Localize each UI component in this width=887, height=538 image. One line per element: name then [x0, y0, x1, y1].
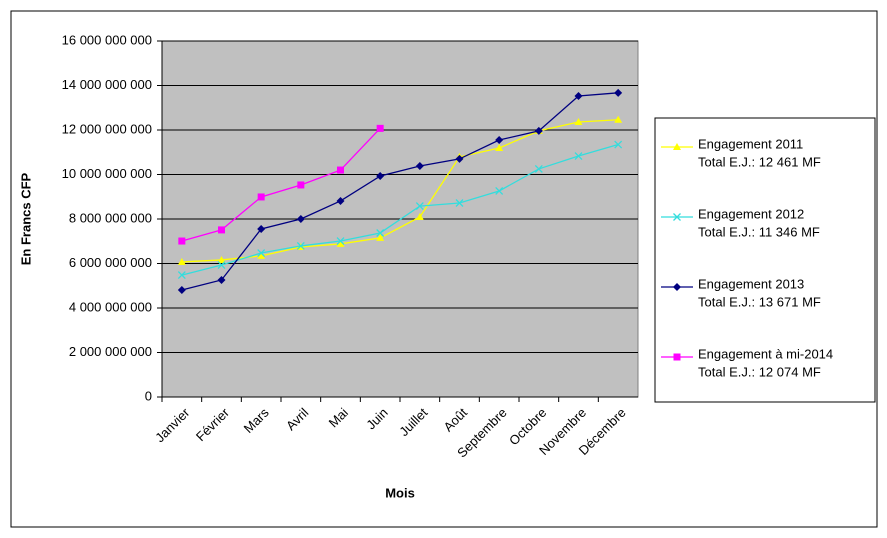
y-tick-label: 10 000 000 000: [62, 166, 152, 181]
marker: [177, 257, 186, 265]
y-tick-label: 16 000 000 000: [62, 32, 152, 47]
marker: [534, 126, 543, 135]
marker: [455, 199, 464, 207]
y-tick-label: 2 000 000 000: [69, 344, 152, 359]
legend-label: Engagement 2011: [698, 136, 803, 151]
x-axis-label: Mois: [385, 485, 415, 500]
marker: [673, 213, 681, 221]
marker: [495, 136, 504, 145]
marker: [415, 212, 424, 220]
legend-total: Total E.J.: 12 461 MF: [698, 154, 821, 169]
marker: [673, 143, 681, 150]
marker: [614, 140, 623, 149]
legend-total: Total E.J.: 12 074 MF: [698, 364, 821, 379]
marker: [257, 251, 266, 259]
series-line: [181, 143, 619, 276]
y-tick-label: 8 000 000 000: [69, 210, 152, 225]
marker: [217, 255, 226, 263]
marker: [534, 164, 543, 173]
marker: [336, 237, 345, 245]
marker: [376, 229, 385, 237]
marker: [257, 225, 266, 234]
marker: [673, 283, 681, 291]
marker: [178, 237, 186, 245]
marker: [415, 162, 424, 171]
marker: [257, 193, 265, 201]
marker: [495, 144, 504, 152]
marker: [337, 166, 344, 174]
series-line: [181, 119, 619, 263]
legend-total: Total E.J.: 13 671 MF: [698, 294, 821, 309]
marker: [376, 172, 385, 181]
marker: [495, 187, 504, 195]
legend-total: Total E.J.: 11 346 MF: [698, 224, 820, 239]
marker: [336, 196, 345, 205]
legend-label: Engagement à mi-2014: [698, 346, 833, 361]
y-tick-label: 14 000 000 000: [62, 77, 152, 92]
marker: [177, 271, 186, 280]
marker: [218, 226, 225, 234]
marker: [336, 239, 345, 247]
marker: [217, 275, 226, 284]
y-tick-label: 6 000 000 000: [69, 255, 152, 270]
series-line: [181, 127, 381, 242]
marker: [673, 353, 681, 361]
marker: [217, 261, 226, 270]
marker: [297, 181, 305, 189]
marker: [614, 88, 623, 97]
marker: [574, 117, 583, 125]
legend-label: Engagement 2012: [698, 206, 804, 221]
series-line: [181, 92, 619, 291]
marker: [455, 154, 464, 163]
marker: [574, 91, 583, 100]
marker: [376, 233, 385, 241]
y-tick-label: 0: [145, 388, 152, 403]
legend-label: Engagement 2013: [698, 276, 804, 291]
marker: [257, 249, 266, 258]
marker: [415, 202, 424, 211]
marker: [376, 124, 384, 132]
marker: [296, 215, 305, 223]
y-axis-label: En Francs CFP: [18, 172, 33, 265]
y-tick-label: 4 000 000 000: [69, 299, 152, 314]
marker: [614, 115, 623, 123]
marker: [177, 285, 186, 294]
y-tick-label: 12 000 000 000: [62, 121, 152, 136]
marker: [296, 241, 305, 250]
marker: [574, 152, 583, 160]
legend-box: [654, 117, 876, 403]
